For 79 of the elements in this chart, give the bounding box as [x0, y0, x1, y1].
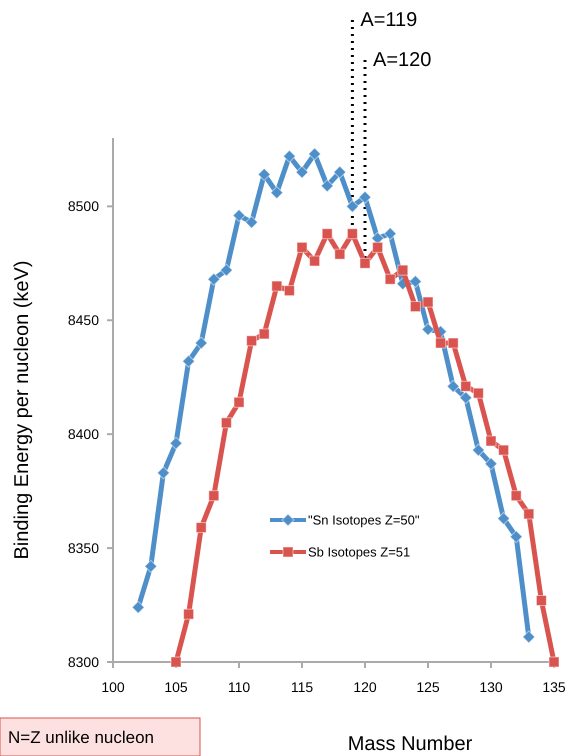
point	[510, 530, 523, 544]
point	[358, 190, 372, 204]
point	[156, 466, 170, 480]
point	[220, 264, 233, 277]
y-axis-title: Binding Energy per nucleon (keV)	[11, 260, 33, 560]
point	[258, 168, 271, 181]
point	[296, 242, 308, 253]
point	[170, 656, 182, 668]
point	[296, 166, 308, 179]
point	[448, 338, 459, 349]
point	[284, 285, 295, 296]
point	[270, 186, 284, 200]
point	[309, 256, 320, 267]
point	[182, 354, 196, 368]
point	[472, 388, 484, 399]
point	[460, 380, 472, 392]
legend-label: "Sn Isotopes Z=50"	[308, 512, 420, 528]
legend-label: Sb Isotopes Z=51	[308, 544, 410, 560]
point	[408, 275, 422, 288]
point	[384, 274, 396, 285]
x-tick-label: 120	[353, 679, 377, 695]
point	[384, 227, 397, 240]
x-tick-label: 100	[101, 679, 125, 695]
point	[183, 608, 194, 620]
point	[522, 630, 536, 644]
point	[523, 508, 534, 520]
point	[536, 594, 547, 606]
point	[232, 208, 246, 222]
point	[435, 338, 446, 349]
point	[410, 301, 421, 312]
x-tick-label: 135	[542, 679, 566, 695]
point	[459, 391, 472, 404]
point	[510, 490, 522, 502]
x-axis-title: Mass Number	[348, 733, 473, 755]
point	[207, 272, 220, 286]
point	[246, 335, 258, 346]
point	[422, 322, 434, 336]
point	[282, 150, 296, 163]
point	[320, 179, 334, 192]
point	[498, 444, 510, 456]
point	[334, 248, 346, 260]
y-tick-label: 8400	[68, 426, 100, 442]
point	[486, 436, 496, 447]
point	[422, 296, 434, 308]
y-tick-label: 8300	[68, 654, 100, 670]
point	[372, 242, 384, 253]
point	[258, 328, 270, 340]
x-tick-label: 130	[479, 679, 503, 695]
y-tick-label: 8500	[68, 198, 100, 214]
point	[322, 228, 333, 240]
point	[144, 560, 158, 573]
point	[497, 512, 510, 525]
point	[360, 258, 370, 269]
point	[397, 264, 408, 276]
x-tick-label: 125	[416, 679, 440, 695]
y-tick-label: 8350	[68, 540, 100, 556]
point	[346, 200, 359, 213]
point	[220, 417, 232, 428]
point	[346, 228, 358, 240]
point	[484, 457, 498, 470]
point	[132, 600, 145, 614]
point	[308, 147, 322, 160]
point	[245, 216, 258, 229]
point	[333, 166, 346, 179]
y-tick-label: 8450	[68, 312, 100, 328]
point	[196, 522, 207, 534]
text: N=Z unlike nucleon	[8, 728, 154, 747]
x-tick-label: 110	[228, 679, 250, 695]
x-tick-label: 105	[164, 679, 188, 695]
point	[208, 490, 220, 502]
point	[234, 396, 244, 408]
point	[446, 380, 460, 393]
point	[170, 436, 182, 450]
ref-line-label: A=119	[360, 9, 418, 31]
x-tick-label: 115	[290, 679, 314, 695]
ref-line-label: A=120	[373, 49, 432, 71]
point	[271, 280, 282, 292]
point	[472, 444, 485, 457]
point	[194, 336, 208, 350]
